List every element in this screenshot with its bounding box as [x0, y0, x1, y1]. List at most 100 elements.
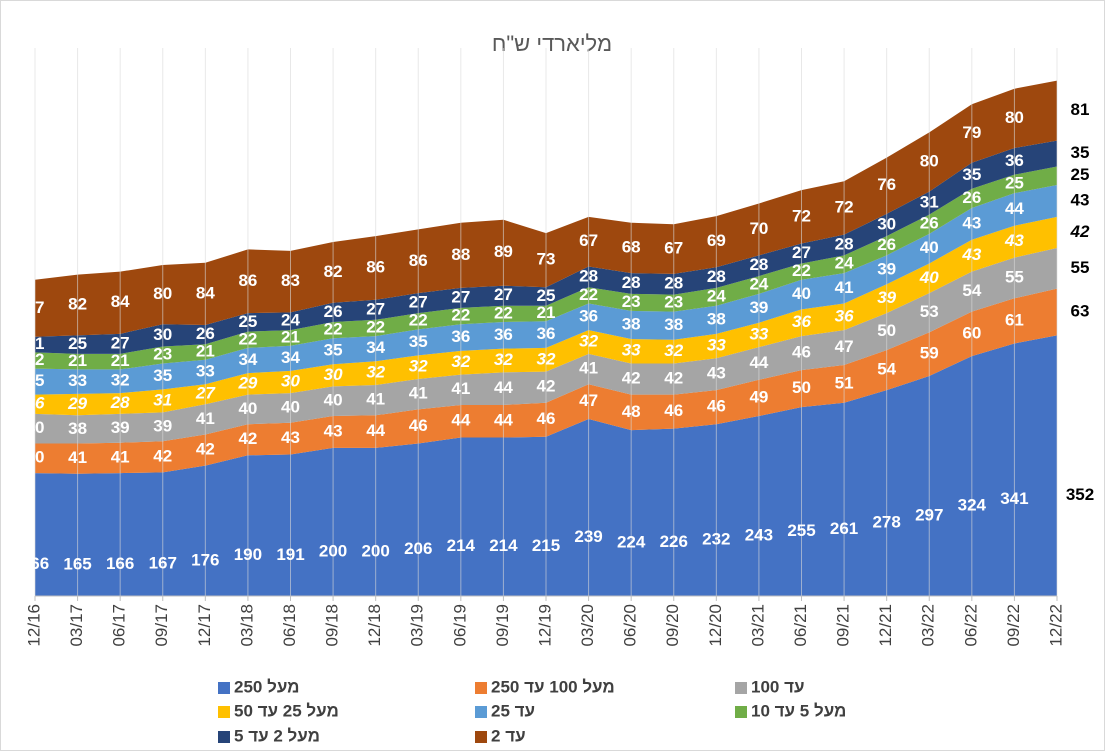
x-tick-label: 12/19 — [535, 604, 554, 647]
data-label: 21 — [68, 351, 87, 370]
data-label: 30 — [281, 371, 300, 390]
data-label: 83 — [281, 271, 300, 290]
data-label: 81 — [1071, 100, 1090, 119]
x-tick-label: 12/22 — [1046, 604, 1065, 647]
data-label: 35 — [26, 371, 45, 390]
data-label: 41 — [579, 359, 598, 378]
data-label: 23 — [153, 344, 172, 363]
data-label: 28 — [664, 274, 683, 293]
data-label: 23 — [664, 293, 683, 312]
data-label: 86 — [409, 251, 428, 270]
data-label: 84 — [111, 292, 130, 311]
data-label: 33 — [707, 336, 726, 355]
data-label: 40 — [792, 284, 811, 303]
data-label: 21 — [196, 341, 215, 360]
data-label: 26 — [324, 302, 343, 321]
data-label: 54 — [877, 360, 896, 379]
legend-label: מעל 100 עד 250 — [491, 677, 615, 696]
data-label: 35 — [962, 165, 981, 184]
data-label: 25 — [238, 312, 257, 331]
data-label: 25 — [1005, 173, 1024, 192]
x-tick-label: 12/20 — [706, 604, 725, 647]
data-label: 40 — [238, 399, 257, 418]
data-label: 46 — [537, 409, 556, 428]
data-label: 27 — [792, 243, 811, 262]
data-label: 23 — [622, 292, 641, 311]
data-label: 25 — [68, 334, 87, 353]
data-label: 27 — [195, 384, 216, 403]
data-label: 26 — [196, 324, 215, 343]
data-label: 32 — [366, 363, 385, 382]
data-label: 224 — [617, 533, 646, 552]
data-label: 32 — [494, 350, 513, 369]
data-label: 46 — [409, 416, 428, 435]
data-label: 76 — [877, 175, 896, 194]
data-label: 35 — [409, 332, 428, 351]
data-label: 88 — [451, 245, 470, 264]
legend-swatch — [475, 706, 487, 718]
data-label: 43 — [707, 364, 726, 383]
data-label: 73 — [537, 250, 556, 269]
legend-label: עד 2 — [491, 726, 526, 745]
data-label: 42 — [664, 369, 683, 388]
legend-label: מעל 250 — [234, 677, 300, 696]
data-label: 33 — [68, 371, 87, 390]
data-label: 28 — [707, 267, 726, 286]
data-label: 22 — [366, 317, 385, 336]
x-tick-label: 12/18 — [365, 604, 384, 647]
data-label: 46 — [792, 343, 811, 362]
data-label: 36 — [494, 325, 513, 344]
data-label: 80 — [1005, 108, 1024, 127]
x-tick-label: 09/18 — [323, 604, 342, 647]
data-label: 36 — [451, 327, 470, 346]
data-label: 206 — [404, 539, 432, 558]
data-label: 31 — [153, 390, 172, 409]
data-label: 51 — [835, 373, 854, 392]
data-label: 43 — [324, 421, 343, 440]
data-label: 86 — [238, 271, 257, 290]
data-label: 226 — [660, 532, 688, 551]
data-label: 41 — [409, 384, 428, 403]
data-label: 32 — [664, 341, 683, 360]
data-label: 32 — [579, 331, 598, 350]
data-label: 36 — [792, 312, 811, 331]
data-label: 40 — [281, 397, 300, 416]
data-label: 21 — [537, 303, 556, 322]
data-label: 41 — [451, 379, 470, 398]
data-label: 22 — [792, 261, 811, 280]
data-label: 82 — [68, 294, 87, 313]
data-label: 24 — [749, 274, 768, 293]
data-label: 25 — [1071, 165, 1090, 184]
data-label: 25 — [537, 286, 556, 305]
data-label: 72 — [835, 197, 854, 216]
data-label: 21 — [111, 351, 130, 370]
data-label: 53 — [920, 302, 939, 321]
data-label: 27 — [409, 293, 428, 312]
data-label: 166 — [106, 554, 134, 573]
data-label: 33 — [196, 361, 215, 380]
data-label: 79 — [962, 123, 981, 142]
data-label: 55 — [1005, 267, 1024, 286]
data-label: 32 — [537, 349, 556, 368]
x-tick-label: 12/21 — [876, 604, 895, 647]
data-label: 167 — [149, 554, 177, 573]
data-label: 24 — [707, 286, 726, 305]
data-label: 26 — [877, 235, 896, 254]
data-label: 29 — [67, 394, 87, 413]
data-label: 44 — [1005, 199, 1024, 218]
x-tick-label: 09/17 — [152, 604, 171, 647]
data-label: 27 — [494, 285, 513, 304]
data-label: 41 — [196, 409, 215, 428]
data-label: 36 — [579, 306, 598, 325]
x-tick-label: 09/21 — [834, 604, 853, 647]
data-label: 35 — [1071, 143, 1090, 162]
data-label: 26 — [920, 214, 939, 233]
x-tick-label: 03/18 — [237, 604, 256, 647]
data-label: 42 — [153, 446, 172, 465]
data-label: 28 — [622, 273, 641, 292]
data-label: 22 — [451, 306, 470, 325]
data-label: 38 — [664, 315, 683, 334]
data-label: 61 — [1005, 310, 1024, 329]
data-label: 278 — [872, 513, 900, 532]
data-label: 35 — [324, 341, 343, 360]
